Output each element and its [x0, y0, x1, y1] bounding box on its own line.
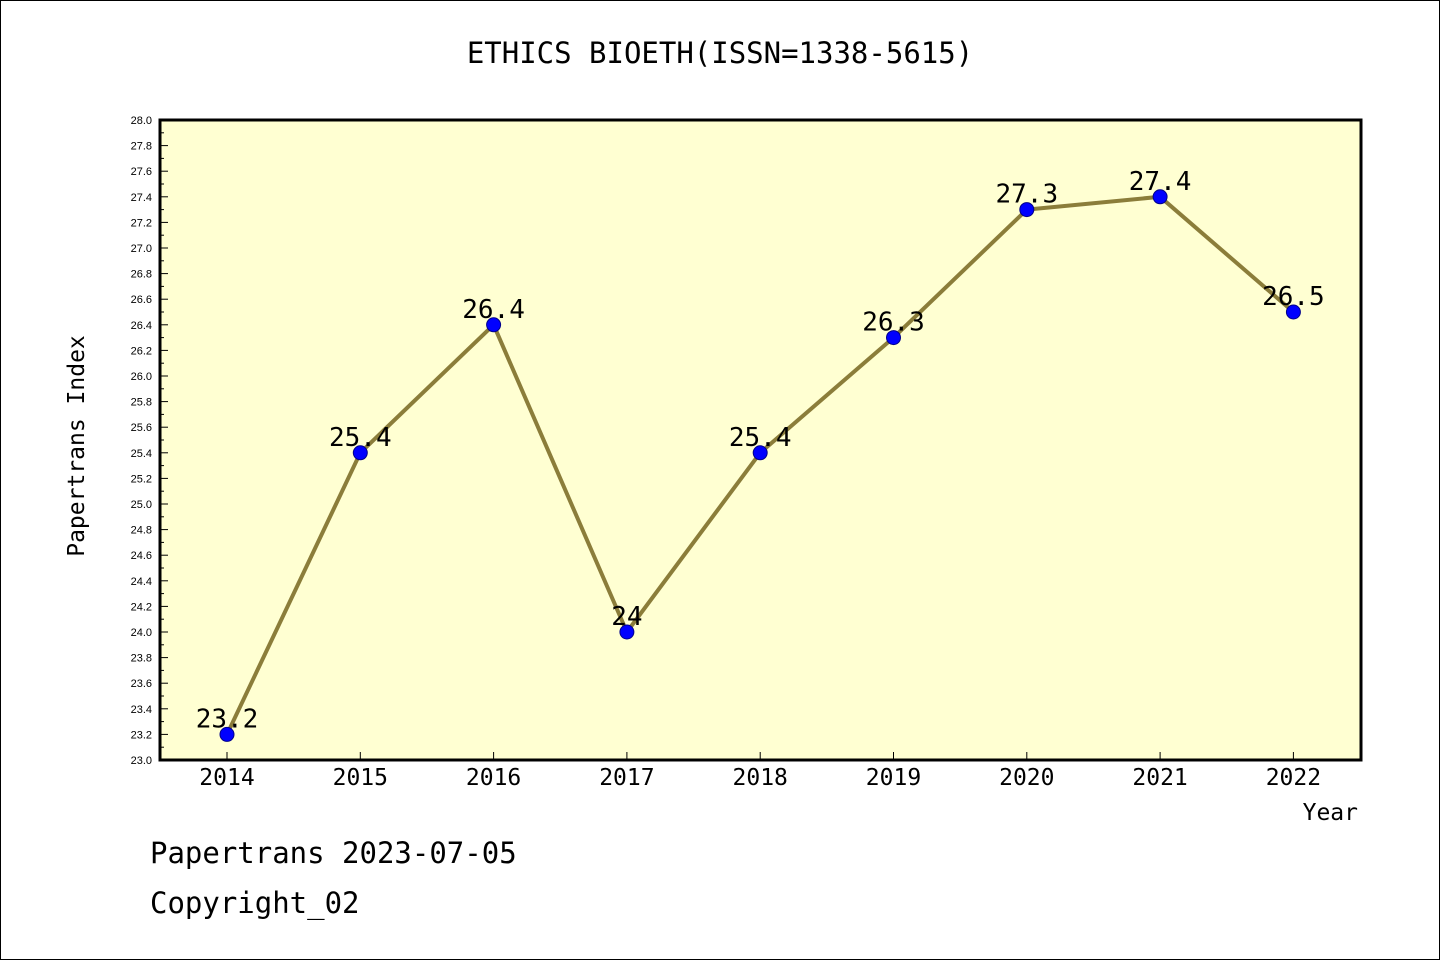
y-tick-label: 26.8: [131, 269, 152, 281]
y-tick-label: 26.6: [131, 294, 152, 306]
y-tick-label: 23.0: [131, 755, 152, 767]
y-tick-label: 24.0: [131, 627, 152, 639]
x-axis-ticks: 2014 2015 2016 2017 2018 2019 2020 2021 2022: [199, 752, 1321, 791]
data-point: [486, 317, 502, 333]
y-tick-label: 27.8: [131, 141, 152, 153]
x-tick-label: 2021: [1132, 765, 1187, 791]
y-tick-label: 23.6: [131, 678, 152, 690]
data-point: [752, 445, 768, 461]
data-label: 27.3: [995, 180, 1058, 210]
footer-copyright: Copyright_02: [150, 886, 360, 920]
y-tick-label: 26.4: [131, 320, 152, 332]
data-label: 24: [611, 602, 642, 632]
data-point: [1285, 304, 1301, 320]
y-tick-label: 27.0: [131, 243, 152, 255]
data-label: 26.3: [862, 308, 925, 338]
data-label: 26.5: [1262, 282, 1325, 312]
data-point: [1152, 189, 1168, 205]
x-axis-label: Year: [1303, 800, 1358, 826]
data-markers: [219, 189, 1301, 742]
y-tick-label: 24.6: [131, 550, 152, 562]
x-tick-label: 2018: [733, 765, 788, 791]
y-tick-label: 24.8: [131, 525, 152, 537]
y-tick-label: 27.6: [131, 166, 152, 178]
y-tick-label: 23.2: [131, 729, 152, 741]
x-tick-label: 2014: [199, 765, 254, 791]
y-axis-ticks: 23.0 23.2 23.4 23.6 23.8 24.0 24.2 24.4 24.6 24.8…: [131, 115, 168, 767]
y-tick-label: 27.2: [131, 217, 152, 229]
data-point: [1019, 202, 1035, 218]
y-tick-label: 26.2: [131, 345, 152, 357]
y-tick-label: 28.0: [131, 115, 152, 127]
footer-date: Papertrans 2023-07-05: [150, 836, 517, 870]
x-tick-label: 2020: [999, 765, 1054, 791]
data-point: [352, 445, 368, 461]
data-label: 25.4: [729, 423, 792, 453]
y-tick-label: 23.4: [131, 704, 152, 716]
plot-area: [158, 118, 1363, 762]
y-tick-label: 23.8: [131, 653, 152, 665]
data-label: 23.2: [196, 704, 259, 734]
x-tick-label: 2019: [866, 765, 921, 791]
data-point: [886, 330, 901, 346]
y-tick-label: 25.4: [131, 448, 152, 460]
data-label: 27.4: [1129, 167, 1192, 197]
x-tick-label: 2016: [466, 765, 521, 791]
x-tick-label: 2017: [599, 765, 654, 791]
y-tick-label: 24.2: [131, 601, 152, 613]
chart-title: ETHICS BIOETH(ISSN=1338-5615): [466, 36, 974, 70]
y-tick-label: 25.8: [131, 397, 152, 409]
y-tick-label: 26.0: [131, 371, 152, 383]
data-labels: 23.2 25.4 26.4 24 25.4 26.3 27.3 27.4 26.5: [196, 167, 1325, 735]
y-tick-label: 25.0: [131, 499, 152, 511]
y-tick-label: 27.4: [131, 192, 152, 204]
data-label: 26.4: [462, 295, 525, 325]
data-point: [619, 624, 635, 640]
data-point: [219, 726, 235, 742]
y-tick-label: 25.2: [131, 473, 152, 485]
y-axis-label: Papertrans Index: [64, 335, 90, 557]
x-tick-label: 2022: [1266, 765, 1321, 791]
data-label: 25.4: [329, 423, 392, 453]
y-tick-label: 25.6: [131, 422, 152, 434]
x-tick-label: 2015: [333, 765, 388, 791]
y-tick-label: 24.4: [131, 576, 152, 588]
